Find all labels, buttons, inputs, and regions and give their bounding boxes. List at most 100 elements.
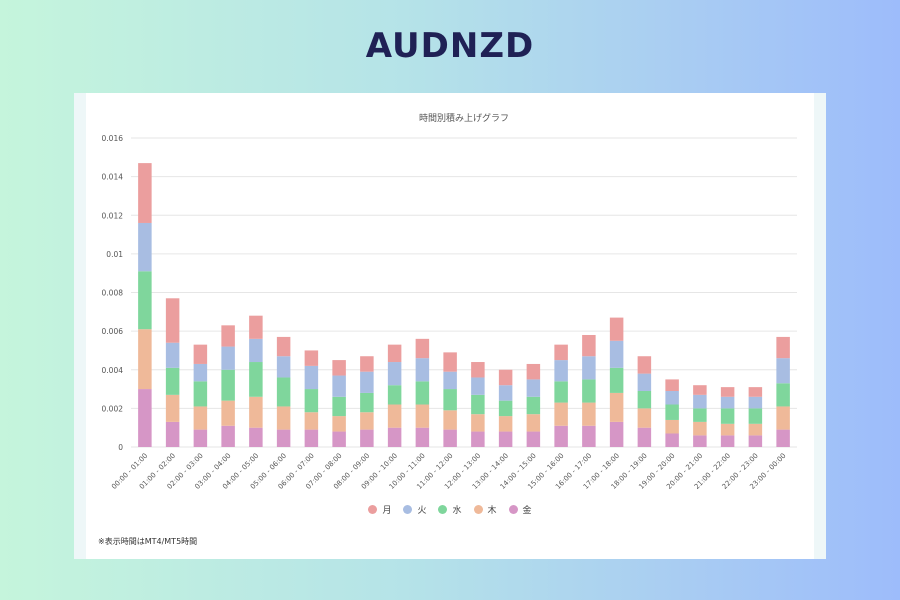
legend-label: 水	[452, 506, 462, 516]
bar-segment	[360, 412, 374, 430]
bar-segment	[665, 404, 679, 420]
y-tick-label: 0.01	[106, 250, 123, 259]
bar-segment	[276, 429, 291, 447]
chart-title: 時間別積み上げグラフ	[419, 112, 509, 124]
bar-segment	[249, 396, 263, 428]
bar-segment	[443, 429, 457, 447]
bar-segment	[748, 423, 763, 436]
bar-segment	[609, 392, 624, 422]
y-tick-label: 0.002	[102, 404, 124, 413]
bar-segment	[720, 408, 735, 424]
bar-segment	[387, 427, 402, 447]
bar-segment	[582, 334, 596, 357]
bar-segment	[609, 317, 624, 341]
bar-segment	[387, 362, 402, 386]
bar-segment	[776, 383, 790, 407]
bar-segment	[748, 396, 763, 409]
bar-segment	[609, 340, 624, 368]
bar-segment	[138, 329, 152, 390]
bar-segment	[193, 406, 208, 430]
bar-segment	[554, 360, 568, 382]
bar-segment	[138, 389, 152, 447]
bar-segment	[332, 396, 346, 417]
bar-segment	[332, 431, 346, 447]
legend-swatch	[438, 505, 448, 514]
legend-item[interactable]: 水	[438, 503, 462, 516]
bar-segment	[304, 350, 319, 366]
chart-card: 時間別積み上げグラフ 0 0.002 0.004 0.006 0.008 0.01 0.012…	[74, 93, 826, 559]
y-tick-label: 0.014	[102, 173, 124, 182]
bar-segment	[276, 336, 291, 357]
bar-segment	[138, 163, 152, 223]
y-tick-label: 0.004	[102, 366, 124, 375]
bar-segment	[138, 222, 152, 272]
y-tick-label: 0.006	[102, 327, 124, 336]
bar-segment	[443, 371, 457, 390]
bar-segment	[665, 390, 679, 405]
stacked-bar-chart: 時間別積み上げグラフ 0 0.002 0.004 0.006 0.008 0.01 0.012…	[102, 112, 797, 491]
bar-segment	[415, 427, 430, 447]
bar-segment	[304, 389, 319, 413]
legend-item[interactable]: 金	[508, 503, 532, 516]
bar-segment	[471, 414, 485, 432]
bar-segment	[193, 381, 208, 407]
bar-segment	[776, 358, 790, 384]
bar-segment	[221, 346, 235, 370]
bar-segment	[720, 387, 735, 397]
legend-label: 金	[522, 506, 532, 516]
bar-segment	[776, 429, 790, 447]
bar-segment	[609, 421, 624, 447]
bar-segment	[554, 344, 568, 361]
bar-segment	[304, 365, 319, 390]
bar-segment	[748, 408, 763, 424]
bar-segment	[443, 352, 457, 372]
time-note: ※表示時間はMT4/MT5時間	[98, 537, 198, 546]
bar-segment	[582, 425, 596, 447]
bar-segment	[443, 389, 457, 411]
y-tick-label: 0	[118, 443, 123, 452]
bar-segment	[332, 360, 346, 376]
bar-segment	[637, 390, 652, 409]
bar-segment	[498, 400, 513, 417]
y-tick-label: 0.008	[102, 289, 124, 298]
bar-segment	[443, 410, 457, 430]
bar-segment	[582, 379, 596, 403]
bar-segment	[526, 431, 541, 447]
legend-item[interactable]: 火	[403, 503, 426, 516]
bar-segment	[693, 394, 707, 409]
bar-segment	[526, 414, 541, 432]
bar-segment	[165, 367, 180, 395]
bar-segment	[665, 419, 679, 434]
bar-segment	[387, 344, 402, 363]
legend-item[interactable]: 木	[473, 503, 497, 516]
bar-segment	[360, 392, 374, 413]
bar-segment	[776, 336, 790, 359]
bar-segment	[748, 387, 763, 397]
legend-swatch	[473, 505, 483, 514]
bar-segment	[471, 431, 485, 447]
bar-segment	[498, 431, 513, 447]
bar-segment	[498, 385, 513, 401]
bar-segment	[193, 344, 208, 364]
bar-segment	[471, 377, 485, 395]
bar-segment	[193, 363, 208, 382]
bar-segment	[276, 356, 291, 378]
bar-segment	[360, 429, 374, 447]
legend-item[interactable]: 月	[368, 503, 391, 516]
bar-segment	[249, 338, 263, 363]
page-title: AUDNZD	[365, 26, 535, 66]
bar-segment	[554, 381, 568, 403]
bar-segment	[387, 404, 402, 428]
bar-segment	[276, 377, 291, 407]
bar-segment	[720, 396, 735, 409]
legend-label: 火	[417, 506, 427, 516]
bar-segment	[609, 367, 624, 393]
bar-segment	[360, 371, 374, 393]
bar-segment	[165, 298, 180, 343]
bar-segment	[471, 394, 485, 415]
bar-segment	[554, 425, 568, 447]
bar-segment	[526, 396, 541, 415]
bar-segment	[665, 379, 679, 391]
y-tick-label: 0.016	[102, 134, 124, 143]
bar-segment	[554, 402, 568, 426]
